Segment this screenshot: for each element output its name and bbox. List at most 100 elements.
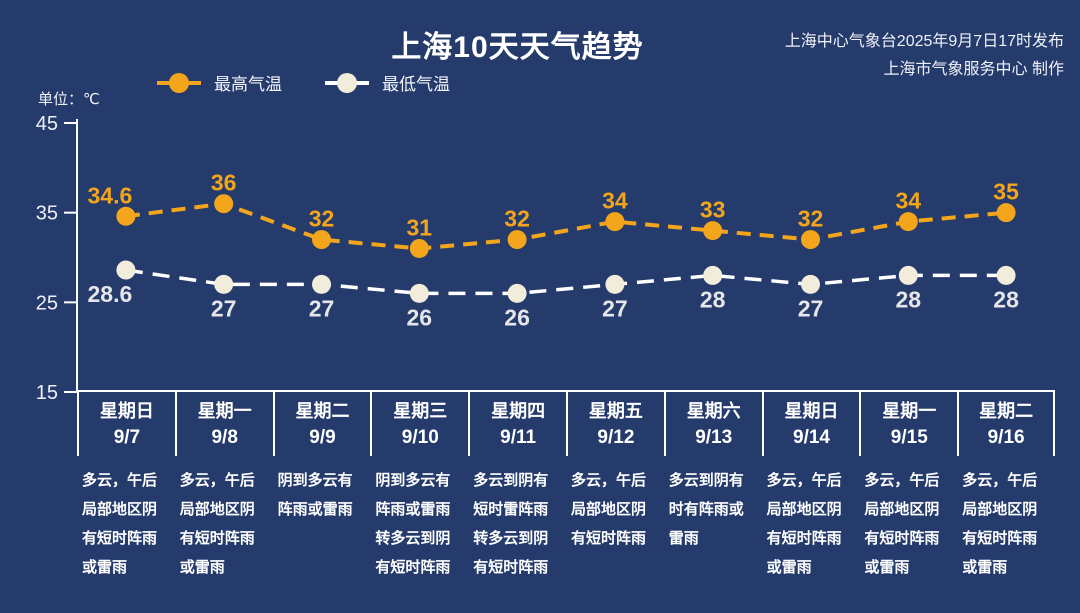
max-temp-point <box>996 203 1016 223</box>
day-cell-9-11: 星期四 9/11 <box>468 392 566 456</box>
max-temp-point <box>605 212 625 232</box>
weather-desc-line: 多云，午后 <box>571 472 647 489</box>
day-cell-9-13: 星期六 9/13 <box>663 392 762 456</box>
weather-desc-line: 多云，午后 <box>864 472 940 489</box>
y-axis-tick-label: 25 <box>36 292 58 314</box>
max-temp-label: 34.6 <box>88 182 133 208</box>
max-temp-label: 33 <box>700 197 726 223</box>
day-table: 星期日 9/7 星期一 9/8 星期二 9/9 星期三 9/10 星期四 9/11 星期五 9/12 星… <box>77 390 1055 456</box>
day-cell-9-15: 星期一 9/15 <box>859 392 957 456</box>
min-temp-point <box>214 274 234 294</box>
date-label: 9/8 <box>211 427 238 448</box>
issued-line-2: 上海市气象服务中心 制作 <box>883 61 1064 78</box>
weather-desc-line: 雷雨 <box>668 530 699 547</box>
weekday-label: 星期五 <box>588 401 643 421</box>
weather-desc-line: 或雷雨 <box>864 559 910 576</box>
weather-desc-line: 局部地区阴 <box>82 501 158 518</box>
max-temp-label: 32 <box>798 206 824 232</box>
weekday-label: 星期三 <box>393 401 448 421</box>
weather-desc-9-10: 阴到多云有 阵雨或雷雨 转多云到阴 有短时阵雨 <box>370 462 468 582</box>
date-label: 9/9 <box>309 427 336 448</box>
date-label: 9/12 <box>597 427 635 448</box>
min-temp-label: 28 <box>896 286 922 312</box>
min-temp-legend-marker-icon <box>325 72 369 93</box>
unit-label: 单位：℃ <box>38 91 100 108</box>
weather-desc-line: 有短时阵雨 <box>766 530 842 547</box>
date-label: 9/10 <box>401 427 439 448</box>
min-temp-label: 28 <box>700 286 726 312</box>
page-title: 上海10天天气趋势 <box>391 31 644 64</box>
max-temp-label: 36 <box>211 170 237 196</box>
issued-line-1: 上海中心气象台2025年9月7日17时发布 <box>784 33 1064 50</box>
weather-desc-table: 多云，午后 局部地区阴 有短时阵雨 或雷雨 多云，午后 局部地区阴 有短时阵雨 或雷雨 阴到多云… <box>77 462 1055 582</box>
day-cell-9-16: 星期二 9/16 <box>957 392 1055 456</box>
weather-desc-line: 或雷雨 <box>962 559 1008 576</box>
max-temp-point <box>116 206 136 226</box>
y-axis-tick-label: 45 <box>36 113 58 135</box>
max-temp-point <box>801 230 820 250</box>
weather-desc-line: 阵雨或雷雨 <box>375 501 451 518</box>
weather-desc-line: 多云，午后 <box>179 472 255 489</box>
day-cell-9-9: 星期二 9/9 <box>272 392 371 456</box>
day-cell-9-10: 星期三 9/10 <box>370 392 468 456</box>
y-axis-tick-label: 35 <box>36 203 58 225</box>
max-temp-label: 34 <box>896 188 922 214</box>
date-label: 9/7 <box>113 427 141 448</box>
weekday-label: 星期二 <box>295 401 350 421</box>
min-temp-point <box>507 283 527 303</box>
min-temp-line <box>125 268 1007 296</box>
min-temp-label: 27 <box>602 295 628 321</box>
min-temp-point <box>605 274 625 294</box>
min-temp-point <box>409 283 429 303</box>
weather-desc-line: 转多云到阴 <box>375 530 451 547</box>
min-temp-point <box>116 260 136 280</box>
date-label: 9/15 <box>890 427 928 448</box>
min-temp-point <box>312 274 331 294</box>
weather-desc-line: 阵雨或雷雨 <box>277 501 353 518</box>
date-label: 9/14 <box>793 427 830 448</box>
max-temp-legend-marker-icon <box>157 72 201 93</box>
weather-desc-line: 多云，午后 <box>766 472 842 489</box>
weekday-label: 星期日 <box>784 401 839 421</box>
weather-desc-line: 局部地区阴 <box>571 501 647 518</box>
date-label: 9/11 <box>500 427 537 448</box>
max-temp-point <box>898 212 918 232</box>
weekday-label: 星期二 <box>979 401 1034 421</box>
max-temp-point <box>507 230 527 250</box>
weather-desc-line: 有短时阵雨 <box>864 530 940 547</box>
weather-desc-line: 有短时阵雨 <box>82 530 158 547</box>
min-temp-label: 26 <box>407 304 433 330</box>
weather-desc-line: 有短时阵雨 <box>962 530 1038 547</box>
issued-info: 上海中心气象台2025年9月7日17时发布 上海市气象服务中心 制作 <box>785 28 1064 84</box>
weather-desc-line: 局部地区阴 <box>864 501 940 518</box>
max-temp-line <box>125 201 1007 251</box>
weather-desc-line: 有短时阵雨 <box>375 559 451 576</box>
day-cell-9-14: 星期日 9/14 <box>761 392 860 456</box>
min-temp-label: 27 <box>798 295 824 321</box>
weather-desc-9-8: 多云，午后 局部地区阴 有短时阵雨 或雷雨 <box>175 462 273 582</box>
min-temp-label: 26 <box>504 304 530 330</box>
max-temp-point <box>214 194 234 214</box>
min-temp-label: 27 <box>309 295 335 321</box>
day-cell-9-7: 星期日 9/7 <box>77 392 175 456</box>
min-temp-point <box>703 265 723 285</box>
min-temp-label: 27 <box>211 295 237 321</box>
weather-desc-line: 阴到多云有 <box>277 472 353 489</box>
max-temp-point <box>312 230 331 250</box>
weather-desc-line: 多云，午后 <box>962 472 1038 489</box>
weather-desc-9-9: 阴到多云有阵雨或雷雨 <box>273 462 371 582</box>
legend-item-min-temp: 最低气温 <box>324 70 450 95</box>
weather-desc-line: 或雷雨 <box>766 559 812 576</box>
weather-desc-9-13: 多云到阴有 时有阵雨或 雷雨 <box>664 462 762 582</box>
day-cell-9-12: 星期五 9/12 <box>566 392 664 456</box>
max-temp-label: 35 <box>993 179 1019 205</box>
min-temp-label: 28.6 <box>88 281 133 307</box>
weather-desc-line: 短时雷阵雨 <box>473 501 549 518</box>
date-label: 9/13 <box>695 427 733 448</box>
date-label: 9/16 <box>987 427 1025 448</box>
weather-desc-9-12: 多云，午后 局部地区阴 有短时阵雨 <box>566 462 664 582</box>
weather-desc-9-14: 多云，午后 局部地区阴 有短时阵雨 或雷雨 <box>762 462 860 582</box>
max-temp-label: 34 <box>602 188 628 214</box>
weather-desc-9-7: 多云，午后 局部地区阴 有短时阵雨 或雷雨 <box>77 462 175 582</box>
